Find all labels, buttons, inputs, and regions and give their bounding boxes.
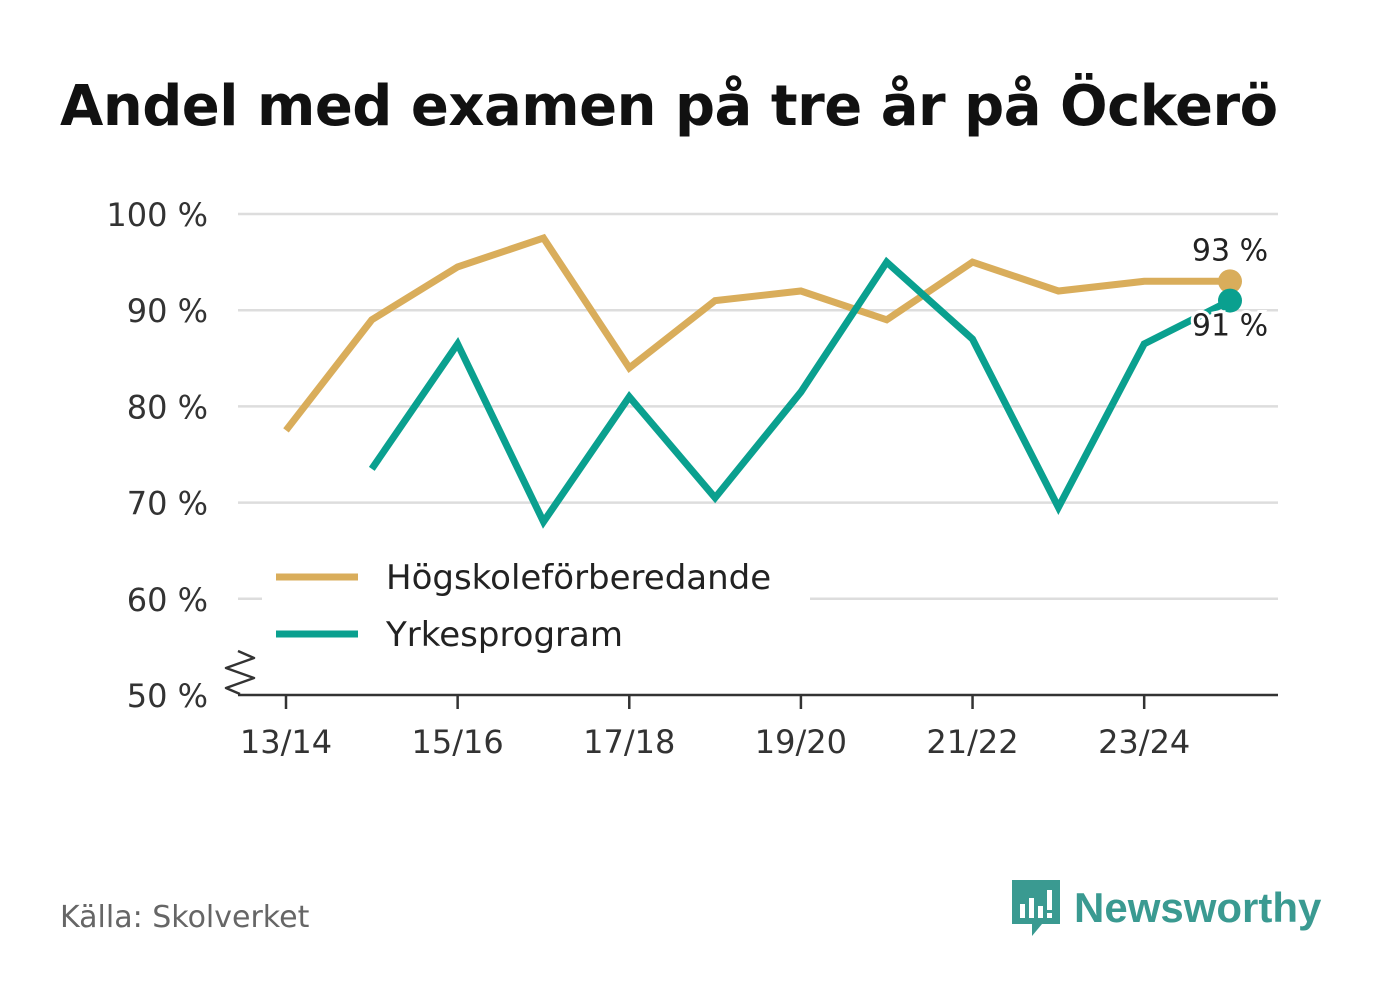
- brand: Newsworthy: [1010, 878, 1321, 938]
- brand-name: Newsworthy: [1074, 884, 1322, 931]
- x-tick-label: 13/14: [240, 723, 332, 761]
- series-end-point: [1218, 269, 1242, 294]
- end-label: 93 %: [1192, 233, 1268, 268]
- y-tick-label: 90 %: [127, 292, 208, 330]
- axis-break-icon: [224, 649, 256, 696]
- x-tick-label: 15/16: [412, 723, 504, 761]
- y-tick-label: 70 %: [127, 485, 208, 523]
- chart-title: Andel med examen på tre år på Öckerö: [60, 74, 1278, 139]
- series-line-yrkesprogram: [368, 256, 1232, 529]
- y-tick-label: 100 %: [106, 196, 208, 234]
- x-tick-label: 23/24: [1098, 723, 1190, 761]
- source-note: Källa: Skolverket: [60, 900, 310, 935]
- legend-background: [262, 547, 810, 667]
- legend-label: Yrkesprogram: [385, 615, 623, 655]
- legend-label: Högskoleförberedande: [386, 558, 771, 598]
- series-line-hogskoleforberedande: [283, 233, 1230, 433]
- y-tick-label: 50 %: [127, 677, 208, 715]
- y-tick-label: 60 %: [127, 581, 208, 619]
- series-end-point: [1218, 288, 1242, 313]
- x-tick-label: 17/18: [583, 723, 675, 761]
- end-label: 91 %: [1192, 309, 1268, 344]
- x-tick-label: 21/22: [926, 723, 1018, 761]
- y-tick-label: 80 %: [127, 388, 208, 426]
- x-tick-label: 19/20: [755, 723, 847, 761]
- newsworthy-logo-icon: [1012, 880, 1060, 936]
